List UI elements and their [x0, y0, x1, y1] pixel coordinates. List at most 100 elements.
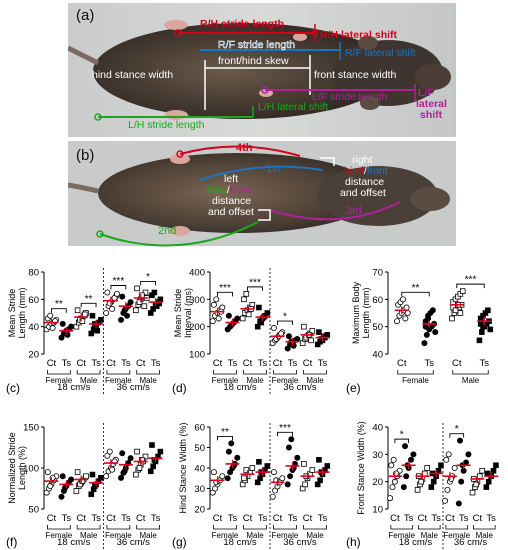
y-tick-label: 80	[28, 268, 39, 279]
data-point	[141, 303, 148, 309]
y-tick-label: 150	[23, 423, 39, 434]
sex-label: Female	[272, 531, 299, 540]
y-tick-label: 100	[189, 350, 205, 361]
y-axis-label: Length (%)	[17, 446, 27, 490]
skew-label: front/hind skew	[218, 55, 289, 67]
y-tick-label: 60	[194, 423, 205, 434]
data-point	[443, 456, 450, 463]
paw-2nd	[96, 230, 104, 238]
data-point	[103, 473, 110, 480]
y-axis-label: Mean Stride	[7, 289, 17, 338]
y-tick-label: 200	[189, 322, 205, 333]
category-label: Ct	[136, 513, 146, 524]
data-point	[444, 486, 451, 493]
y-axis-label: Interval (ms)	[183, 288, 193, 338]
data-point	[459, 288, 466, 294]
rh-lateral-label: R/H lateral shift	[320, 29, 398, 41]
y-tick-label: 60	[28, 295, 39, 306]
group-bracket	[136, 370, 160, 375]
data-point	[89, 471, 96, 478]
significance-label: **	[412, 283, 420, 294]
data-point	[210, 469, 217, 476]
data-point	[294, 454, 301, 461]
group-bracket	[472, 525, 496, 530]
data-point	[418, 478, 424, 485]
right-offset-marker	[320, 157, 335, 166]
rf-stride-label: R/F stride length	[218, 39, 295, 51]
sex-label: Male	[139, 531, 157, 540]
category-label: Ts	[258, 513, 268, 524]
data-point	[284, 481, 291, 488]
data-point	[387, 495, 394, 502]
data-point	[119, 293, 126, 300]
sex-label: Female	[388, 531, 415, 540]
right-label-2: hind/front	[344, 165, 388, 177]
sex-label: Male	[80, 531, 98, 540]
data-point	[317, 477, 323, 484]
data-point	[422, 323, 429, 330]
significance-bracket	[277, 431, 293, 437]
y-tick-label: 20	[194, 505, 205, 516]
category-label: Ts	[121, 358, 131, 369]
data-point	[94, 327, 101, 334]
category-label: Ct	[243, 358, 253, 369]
data-point	[83, 473, 89, 479]
data-point	[270, 469, 277, 476]
significance-label: ***	[279, 423, 291, 434]
data-point	[445, 451, 452, 458]
data-point	[103, 309, 110, 316]
data-point	[285, 444, 292, 451]
category-label: Ct	[473, 513, 483, 524]
data-point	[234, 315, 241, 322]
significance-bracket	[110, 285, 127, 290]
data-point	[92, 483, 98, 489]
significance-label: **	[55, 299, 63, 310]
y-tick-label: 20	[28, 350, 39, 361]
data-point	[88, 491, 95, 498]
data-point	[288, 436, 295, 443]
y-axis-label: Length (mm)	[361, 287, 371, 338]
data-point	[438, 462, 444, 469]
y-tick-label: 40	[372, 423, 383, 434]
lf-lateral-label-1: L/F	[418, 87, 434, 99]
y-tick-label: 10	[372, 505, 383, 516]
data-point	[215, 315, 222, 322]
speed-label: 18 cm/s	[223, 382, 257, 393]
speed-label: 18 cm/s	[399, 537, 433, 548]
lf-stride-label: L/F stride length	[312, 91, 387, 103]
data-point	[113, 290, 120, 297]
data-point	[449, 315, 455, 322]
lh-lateral-label: L/H lateral shift	[258, 101, 328, 113]
sex-label: Male	[306, 531, 324, 540]
group-bracket	[390, 525, 414, 530]
data-point	[408, 456, 415, 463]
hind-width-label: hind stance width	[92, 69, 173, 81]
sex-label: Female	[212, 376, 239, 385]
data-point	[451, 464, 458, 471]
significance-label: ***	[249, 277, 261, 288]
category-label: Ct	[76, 513, 86, 524]
data-point	[421, 340, 428, 347]
data-point	[209, 318, 216, 325]
data-point	[59, 320, 66, 327]
data-point	[98, 317, 104, 323]
data-point	[324, 463, 331, 469]
data-point	[109, 466, 116, 473]
data-point	[270, 325, 277, 332]
group-bracket	[452, 370, 489, 375]
group-bracket	[106, 370, 131, 375]
group-bracket	[136, 525, 160, 530]
data-point	[403, 473, 410, 480]
data-point	[388, 462, 395, 469]
data-point	[410, 451, 417, 458]
sex-label: Female	[443, 531, 470, 540]
data-point	[264, 463, 271, 469]
data-point	[389, 484, 396, 491]
sex-label: Male	[246, 531, 264, 540]
data-point	[68, 476, 75, 483]
sex-label: Male	[476, 531, 494, 540]
data-point	[403, 304, 410, 311]
category-label: Ts	[62, 358, 72, 369]
data-point	[476, 473, 483, 479]
data-point	[435, 467, 442, 474]
